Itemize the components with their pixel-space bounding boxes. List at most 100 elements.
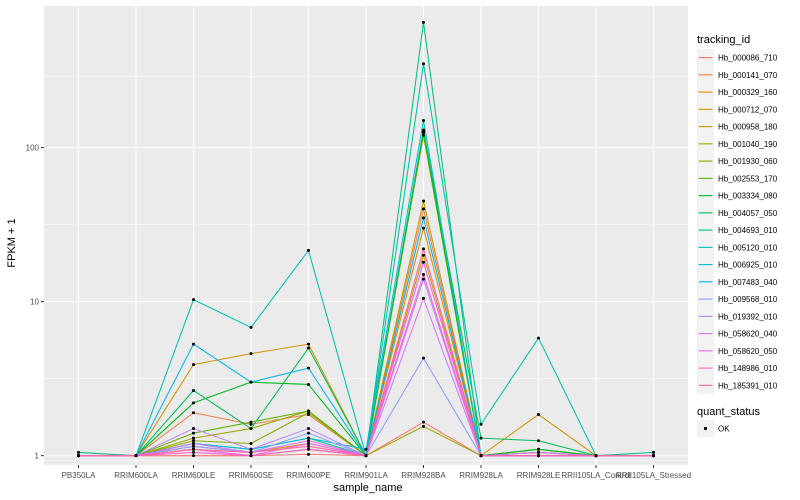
data-point (422, 424, 425, 428)
data-point (537, 439, 540, 443)
y-axis-ticks: 1 10 100 (26, 144, 44, 461)
legend-label: Hb_001930_060 (718, 157, 778, 166)
legend-item: Hb_000141_070 (697, 66, 778, 84)
data-point (307, 431, 310, 435)
data-point (192, 441, 195, 445)
data-point (422, 216, 425, 220)
legend-item: Hb_058620_040 (697, 325, 778, 343)
data-point (307, 441, 310, 445)
data-point (652, 450, 655, 454)
data-point (537, 450, 540, 454)
legend-label: Hb_185391_010 (718, 381, 778, 390)
data-point (422, 253, 425, 257)
legend-item: Hb_000712_070 (697, 100, 778, 118)
x-tick-label: PB350LA (62, 471, 96, 480)
legend-title: tracking_id (697, 34, 750, 46)
legend-label: Hb_000712_070 (718, 105, 778, 114)
data-point (192, 436, 195, 440)
data-point (537, 336, 540, 340)
data-point (249, 450, 253, 454)
x-tick-label: RRIM600LA (114, 471, 158, 480)
legend-item: Hb_000329_160 (697, 83, 778, 101)
legend-label: Hb_000329_160 (718, 88, 778, 97)
data-point (249, 325, 253, 329)
data-point (307, 436, 310, 440)
data-point (537, 447, 540, 451)
legend-items: Hb_000086_710 Hb_000141_070 Hb_000329_160 H… (697, 49, 778, 394)
legend-label: Hb_005120_010 (718, 243, 778, 252)
legend-label: Hb_007483_040 (718, 278, 778, 287)
legend-label: Hb_001040_190 (718, 140, 778, 149)
legend-label: Hb_000086_710 (718, 54, 778, 63)
data-point (422, 277, 425, 281)
legend: tracking_id Hb_000086_710Hb_000141_070Hb… (697, 34, 778, 437)
data-point (307, 346, 310, 350)
data-point (192, 388, 195, 392)
data-point (537, 454, 540, 458)
data-point (249, 447, 253, 451)
y-tick-label: 100 (26, 144, 40, 153)
legend-item: Hb_006925_010 (697, 256, 778, 274)
data-point (77, 454, 80, 458)
data-point (594, 454, 598, 458)
x-tick-label: RRIM600PE (286, 471, 330, 480)
data-point (192, 439, 195, 443)
legend-label: Hb_148986_010 (718, 364, 778, 373)
data-point (249, 441, 253, 445)
data-point (422, 296, 425, 300)
legend-item: Hb_004693_010 (697, 221, 778, 239)
data-point (307, 342, 310, 346)
x-tick-label: RRIM600SE (229, 471, 273, 480)
data-point (192, 363, 195, 367)
data-point (249, 352, 253, 356)
x-tick-label: RRII105LA_Stressed (616, 471, 691, 480)
data-point (192, 431, 195, 435)
data-point (192, 342, 195, 346)
data-point (307, 447, 310, 451)
data-point (307, 452, 310, 456)
data-point (134, 454, 138, 458)
data-point (307, 366, 310, 370)
data-point (192, 298, 195, 302)
data-point (479, 436, 483, 440)
data-point (192, 447, 195, 451)
data-point (77, 450, 80, 454)
data-point (192, 450, 195, 454)
data-point (422, 260, 425, 264)
legend-item: Hb_007483_040 (697, 273, 778, 291)
legend-label: Hb_058620_050 (718, 347, 778, 356)
data-point (422, 226, 425, 230)
legend-item: Hb_002553_170 (697, 169, 778, 187)
data-point (307, 382, 310, 386)
x-tick-label: RRII105LA_Control (561, 471, 631, 480)
x-tick-label: RRIM928LA (459, 471, 503, 480)
y-tick-label: 1 (35, 452, 40, 461)
legend-label: Hb_003334_080 (718, 192, 778, 201)
data-point (652, 454, 655, 458)
legend-label: Hb_000141_070 (718, 71, 778, 80)
legend-item: Hb_148986_010 (697, 359, 778, 377)
legend-label: Hb_009568_010 (718, 295, 778, 304)
data-point (422, 118, 425, 122)
legend-item: Hb_004057_050 (697, 204, 778, 222)
legend-item: Hb_001930_060 (697, 152, 778, 170)
data-point (422, 133, 425, 137)
data-point (249, 420, 253, 424)
legend-item: Hb_058620_050 (697, 342, 778, 360)
data-points (77, 20, 655, 458)
x-tick-label: RRIM928LE (517, 471, 561, 480)
data-point (422, 273, 425, 277)
x-tick-label: RRIM600LE (172, 471, 216, 480)
x-tick-label: RRIM901LA (344, 471, 388, 480)
legend-item: Hb_019392_010 (697, 307, 778, 325)
data-point (422, 199, 425, 203)
legend-label: Hb_002553_170 (718, 174, 778, 183)
legend-label: Hb_019392_010 (718, 312, 778, 321)
legend-item: Hb_005120_010 (697, 238, 778, 256)
data-point (537, 413, 540, 417)
data-point (249, 454, 253, 458)
quant-legend-label: OK (718, 425, 730, 434)
data-point (249, 427, 253, 431)
legend-item: Hb_001040_190 (697, 135, 778, 153)
